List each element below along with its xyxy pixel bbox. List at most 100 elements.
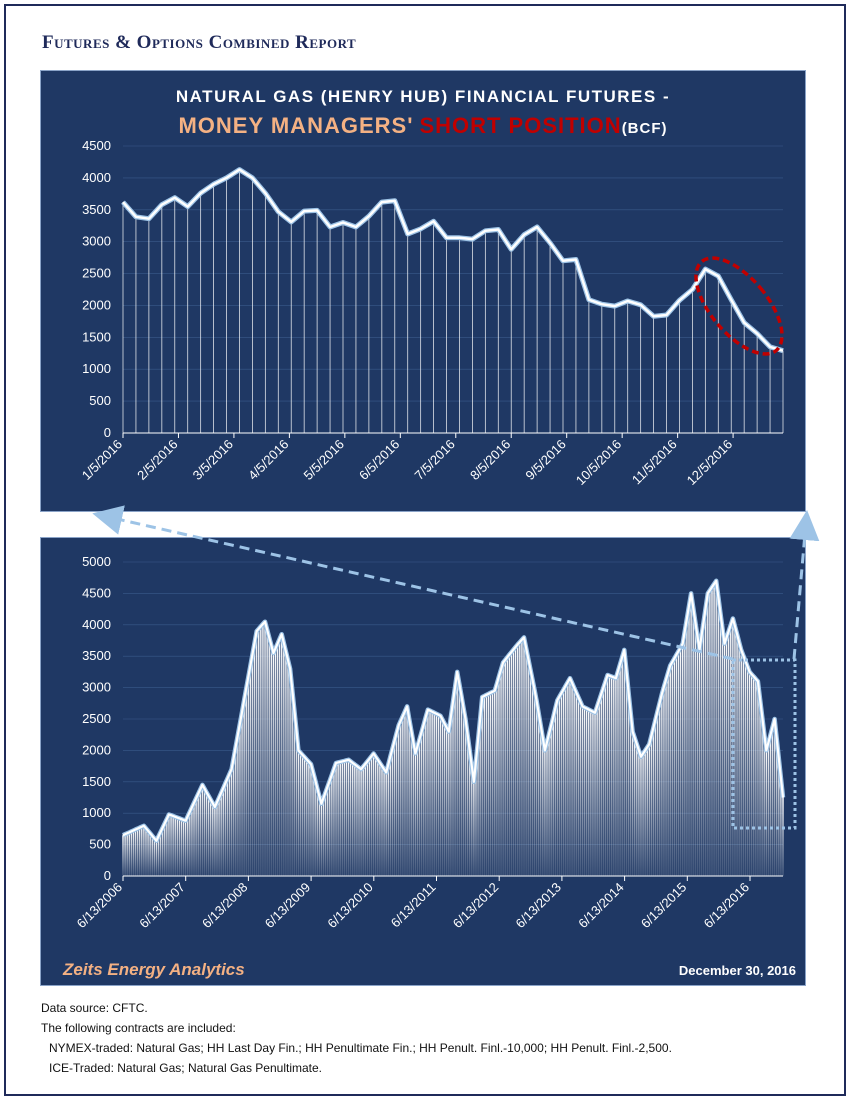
data-bar [412,741,415,876]
data-bar [397,725,400,876]
series-line [122,579,785,842]
notes-block: Data source: CFTC. The following contrac… [41,998,672,1078]
data-bar [182,819,185,876]
data-bar [212,803,214,876]
x-tick-label: 7/5/2016 [412,437,458,483]
report-frame [4,4,846,1096]
data-bar [170,815,172,876]
data-bar [441,719,444,876]
x-tick-label: 6/13/2009 [262,880,314,932]
data-bar [713,583,715,876]
data-bar [450,716,452,876]
data-bar [372,753,375,876]
data-bar [331,774,333,876]
data-bar [755,678,757,876]
data-bar [698,649,701,876]
title-unit: (BCF) [622,120,668,137]
data-bar [222,788,225,876]
ice-contracts-note: ICE-Traded: Natural Gas; Natural Gas Pen… [49,1061,322,1075]
data-bar [377,759,379,876]
data-bar [343,760,346,876]
data-bar [581,706,584,876]
x-tick-label: 6/13/2006 [74,880,126,932]
data-bar [178,818,181,876]
data-bar [567,681,569,876]
data-bar [433,712,435,876]
data-bar [740,649,742,876]
data-bar [306,759,308,876]
data-bar [717,596,720,876]
data-bar [272,653,275,876]
data-bar [673,658,676,876]
data-bar [487,693,490,876]
data-bar [385,772,387,876]
data-bar [400,720,402,876]
data-bar [247,677,250,876]
data-bar [197,793,199,876]
data-bar [627,690,630,876]
data-bar [237,734,239,876]
data-bar [750,674,753,876]
data-bar [207,795,210,876]
data-bar [583,707,586,876]
data-bar [477,739,479,876]
y-tick-label: 5000 [82,554,111,569]
data-bar [362,766,364,876]
data-bar [460,695,463,876]
data-bar [228,773,231,876]
data-bar [631,731,634,876]
data-bar [395,733,398,876]
y-tick-label: 3000 [82,234,111,249]
data-bar [189,811,191,876]
data-bar [479,718,481,876]
data-bar [141,826,143,876]
data-bar [293,709,296,876]
data-bar [715,580,717,876]
data-bar [186,816,189,876]
data-bar [690,593,692,876]
data-bar [310,764,312,876]
data-bar [391,748,394,876]
data-bar [239,723,241,876]
data-bar [608,675,611,876]
data-bar [122,835,124,876]
data-bar [727,631,730,876]
data-bar [688,605,690,876]
data-bar [205,792,208,876]
data-bar [155,840,158,876]
data-bar [201,784,204,876]
y-tick-label: 2500 [82,266,111,281]
data-bar [366,761,369,876]
series-line-glow [121,167,784,354]
y-tick-label: 4500 [82,138,111,153]
data-bar [456,671,458,876]
data-bar [249,665,252,876]
data-bar [264,621,266,876]
data-bar [435,713,438,876]
data-bar [610,676,613,876]
data-bar [780,777,782,876]
data-bar [387,764,390,876]
data-bar [324,792,327,876]
data-bar [255,631,258,876]
data-source-note: Data source: CFTC. [41,1001,148,1015]
y-tick-label: 2000 [82,742,111,757]
y-tick-label: 2500 [82,711,111,726]
data-bar [339,761,341,876]
data-bar [778,758,780,876]
data-bar [654,719,657,876]
data-bar [153,838,156,876]
data-bar [364,764,367,876]
data-bar [193,802,195,876]
series-line [122,168,784,352]
data-bar [351,762,354,876]
data-bar [613,677,615,876]
data-bar [224,783,227,876]
data-bar [283,642,285,876]
data-bar [650,735,653,876]
data-bar [157,836,160,876]
long-history-chart-panel: 0 500 1000 1500 2000 2500 3000 3500 4000 4500 5000… [40,537,806,986]
data-bar [345,760,348,876]
data-bar [485,694,488,876]
data-bar [147,830,149,876]
